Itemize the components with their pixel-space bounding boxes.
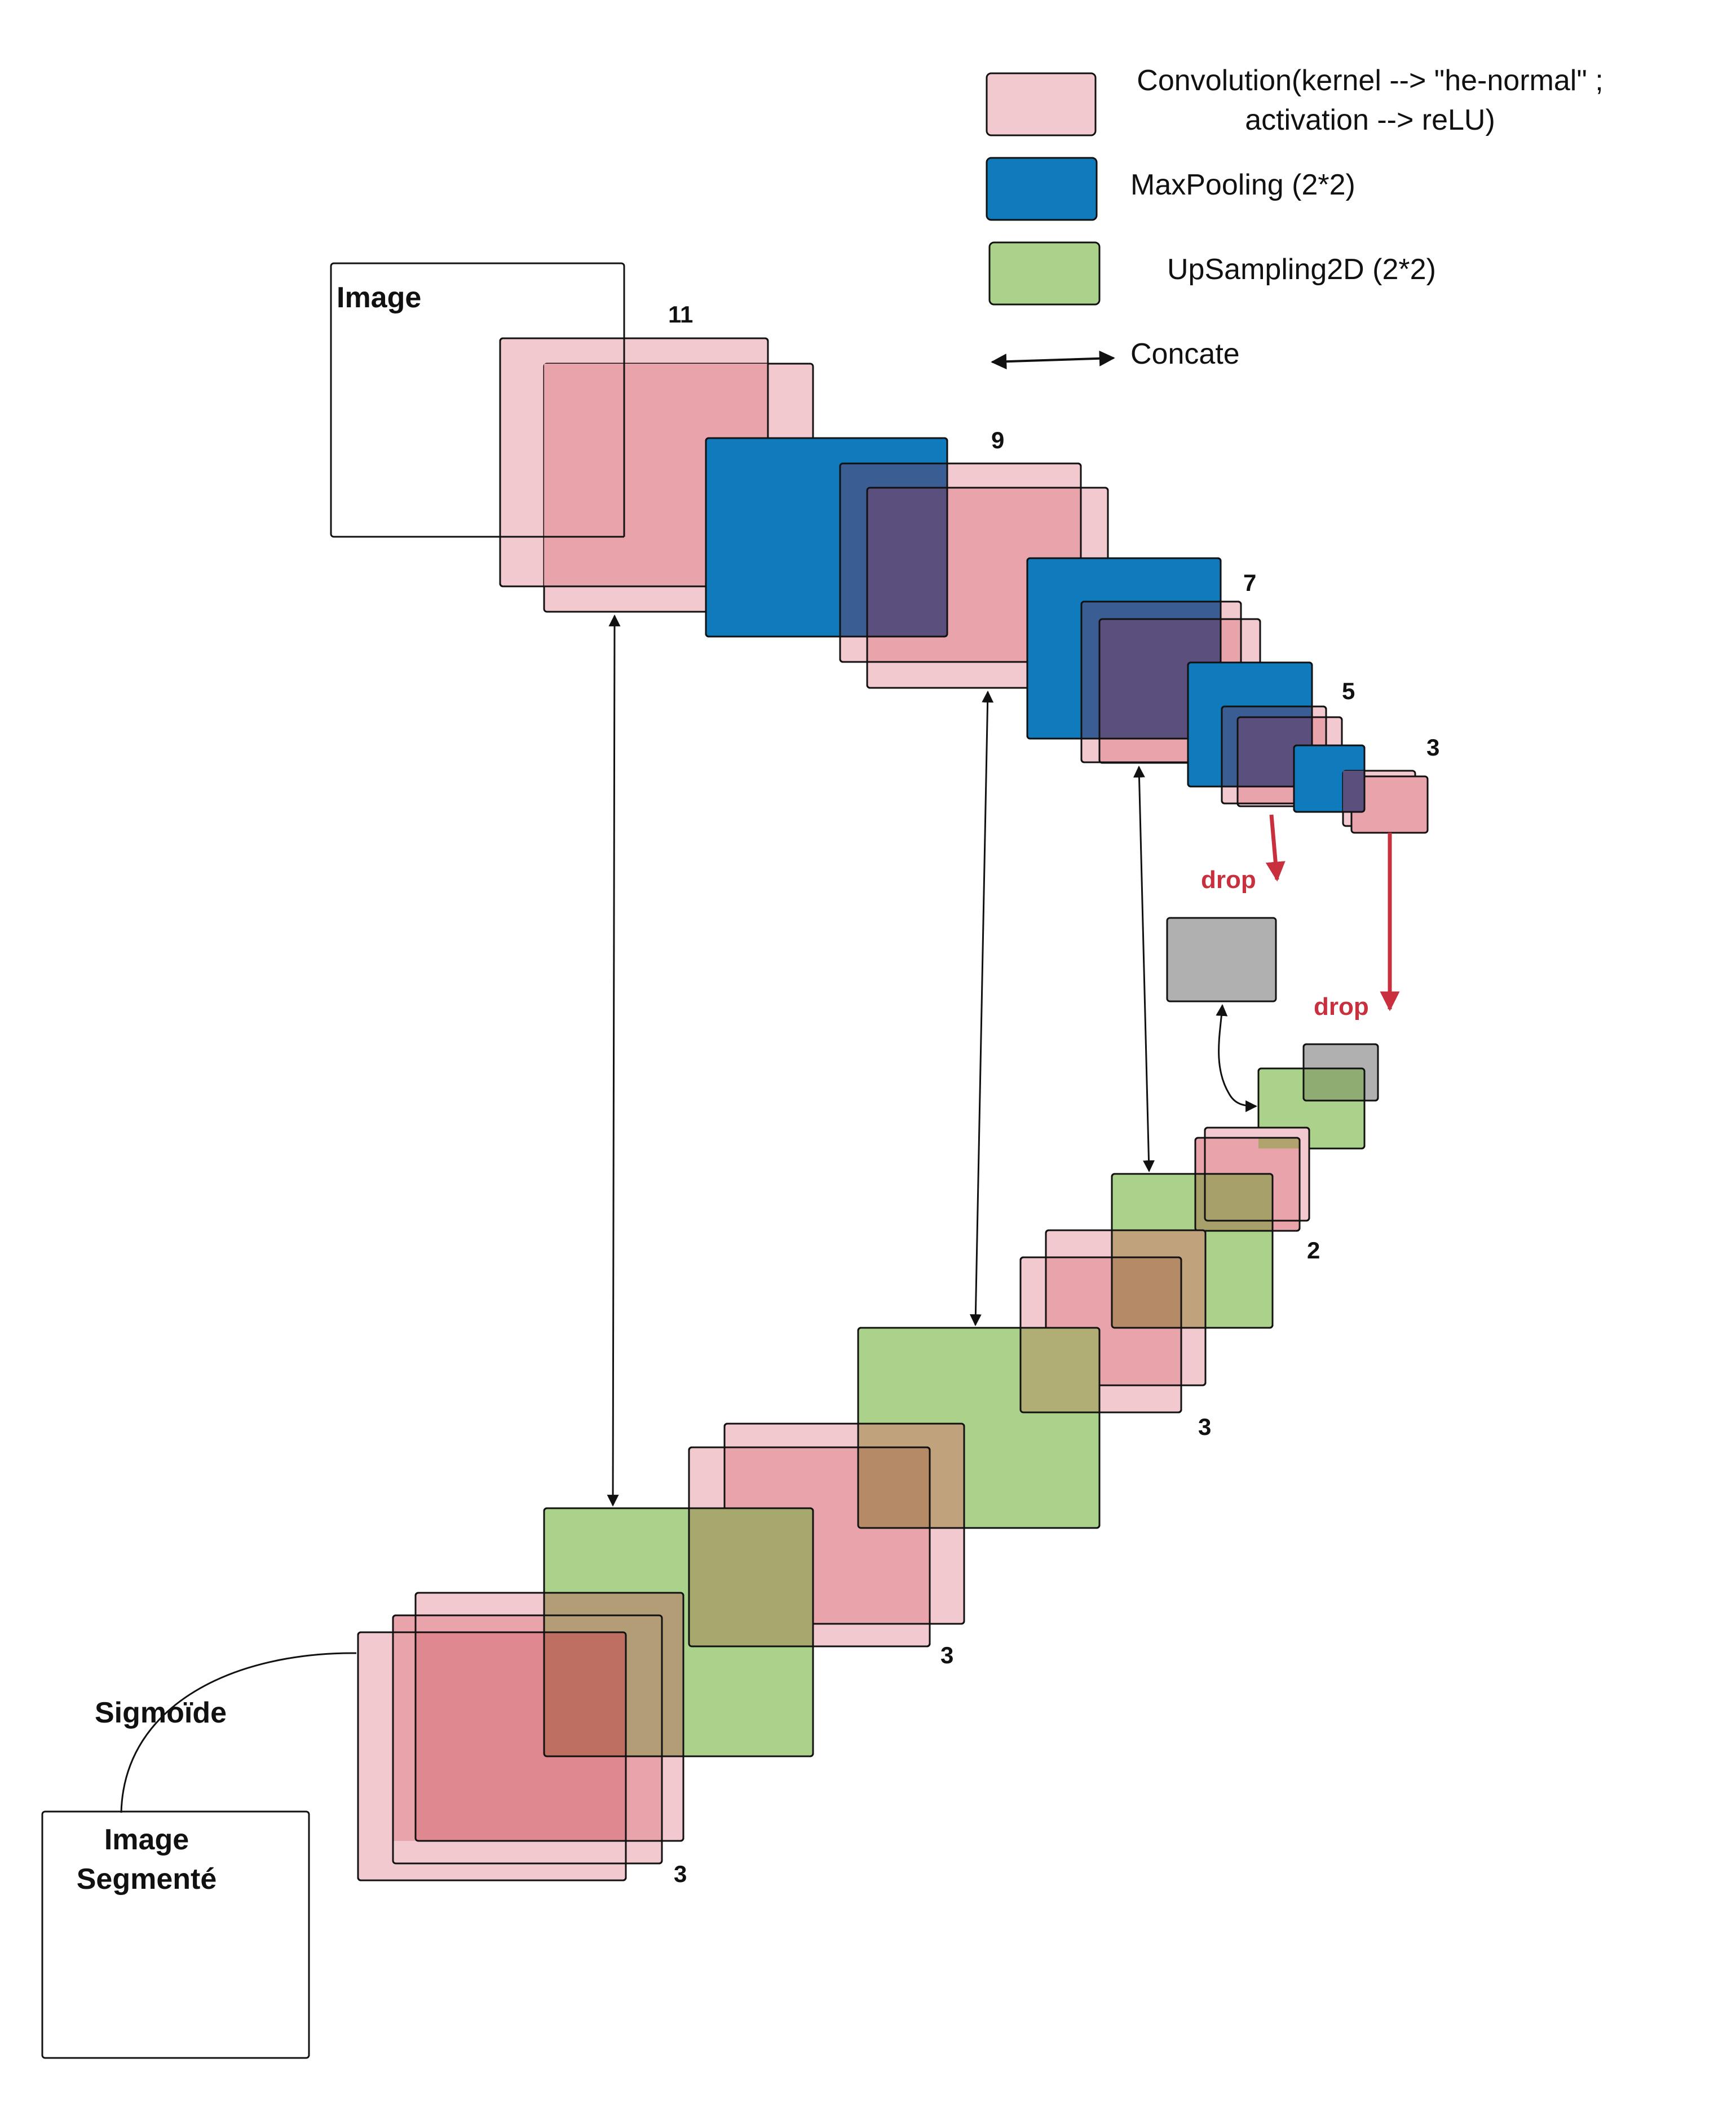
legend-concate-label: Concate <box>1130 338 1240 370</box>
drop-label-2: drop <box>1314 993 1369 1021</box>
block-number: 2 <box>1307 1237 1320 1264</box>
up-conv-overlap-dark <box>858 1447 930 1528</box>
legend-maxpool-label: MaxPooling (2*2) <box>1130 169 1355 201</box>
output-image-label-2: Segmenté <box>77 1863 217 1896</box>
up-conv-overlap-dark <box>544 1632 626 1756</box>
up-conv-overlap-dark <box>1112 1257 1181 1328</box>
output-image-box <box>41 1810 310 2059</box>
sigmoid-connector <box>120 1652 357 1813</box>
input-image-label: Image <box>337 281 421 314</box>
concat-arrow-4 <box>1216 1004 1258 1112</box>
up-conv-overlap <box>1258 1138 1300 1149</box>
concat-arrow-2 <box>969 690 994 1327</box>
legend: Convolution(kernel --> "he-normal" ; act… <box>986 64 1604 370</box>
drop-arrow-1 <box>1265 814 1286 882</box>
pool-conv-overlap <box>1343 771 1364 812</box>
up-conv-overlap <box>1195 1174 1273 1231</box>
block-number: 9 <box>991 427 1004 453</box>
legend-maxpool-swatch <box>986 157 1098 221</box>
drop-label-1: drop <box>1201 866 1256 894</box>
block-number: 7 <box>1243 569 1256 596</box>
legend-upsample-swatch <box>988 241 1101 306</box>
legend-conv-label-2: activation --> reLU) <box>1245 104 1495 136</box>
encoder-block-4: 5 <box>1187 661 1355 807</box>
concat-arrow-1 <box>607 614 621 1507</box>
block-number: 3 <box>674 1861 687 1887</box>
block-number: 3 <box>1198 1413 1211 1440</box>
legend-upsample-label: UpSampling2D (2*2) <box>1167 253 1436 286</box>
encoder-block-5: 3 <box>1293 734 1439 834</box>
block-number: 5 <box>1342 678 1355 704</box>
dropout-block-1 <box>1166 917 1277 1002</box>
up-conv-overlap <box>689 1508 813 1646</box>
block-number: 11 <box>668 301 693 328</box>
decoder-block-2: 3 <box>1019 1127 1310 1440</box>
concat-arrow-3 <box>1133 765 1155 1173</box>
drop-up-overlap <box>1304 1068 1364 1101</box>
block-number: 3 <box>940 1642 953 1668</box>
pool-conv-overlap-dark <box>867 488 947 637</box>
up-conv-overlap <box>1021 1328 1099 1412</box>
legend-conv-swatch <box>986 72 1097 136</box>
legend-concate-arrow <box>991 350 1115 370</box>
legend-conv-label-1: Convolution(kernel --> "he-normal" ; <box>1137 64 1603 97</box>
decoder-block-4: 3 <box>357 1446 931 1887</box>
block-number: 3 <box>1426 734 1439 761</box>
output-image-label-1: Image <box>104 1823 189 1856</box>
sigmoid-label: Sigmoïde <box>95 1697 227 1729</box>
